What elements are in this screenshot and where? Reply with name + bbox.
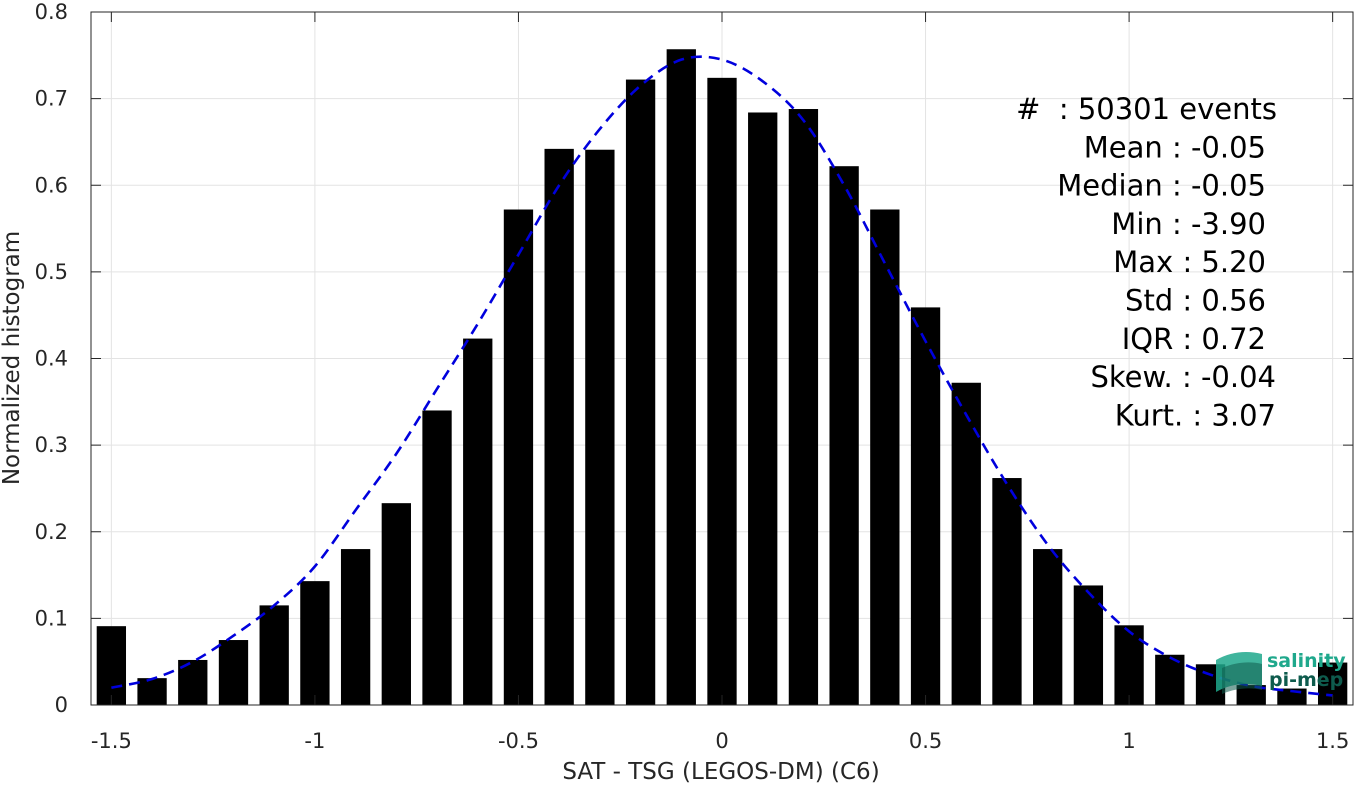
y-tick-label: 0.6 bbox=[35, 173, 68, 197]
y-tick-label: 0.5 bbox=[35, 260, 68, 284]
x-axis-label: SAT - TSG (LEGOS-DM) (C6) bbox=[562, 759, 879, 785]
histogram-bar bbox=[870, 209, 900, 705]
histogram-bar bbox=[951, 382, 981, 705]
histogram-bar bbox=[340, 549, 371, 705]
histogram-bar bbox=[1114, 625, 1144, 705]
histogram-bar bbox=[96, 626, 127, 705]
stat-line: Min : -3.90 bbox=[1111, 207, 1266, 241]
x-tick-label: -0.5 bbox=[498, 729, 539, 753]
stat-line: Std : 0.56 bbox=[1125, 284, 1266, 318]
histogram-bars bbox=[96, 49, 1348, 706]
y-tick-label: 0.4 bbox=[35, 347, 68, 371]
x-tick-label: 0 bbox=[715, 729, 728, 753]
histogram-bar bbox=[829, 166, 859, 705]
y-tick-label: 0 bbox=[55, 693, 68, 717]
histogram-bar bbox=[992, 478, 1022, 705]
histogram-bar bbox=[707, 77, 737, 705]
x-tick-label: -1 bbox=[304, 729, 325, 753]
y-tick-label: 0.3 bbox=[35, 433, 68, 457]
histogram-bar bbox=[625, 79, 656, 705]
stat-line: Kurt. : 3.07 bbox=[1115, 398, 1276, 432]
stat-line: Mean : -0.05 bbox=[1084, 130, 1266, 164]
y-tick-labels: 0 0.1 0.2 0.3 0.4 0.5 0.6 0.7 0.8 bbox=[35, 0, 68, 717]
stat-line: Max : 5.20 bbox=[1113, 245, 1266, 279]
histogram-bar bbox=[218, 640, 249, 705]
histogram-bar bbox=[544, 148, 574, 705]
histogram-bar bbox=[422, 410, 452, 705]
x-tick-label: 1.5 bbox=[1316, 729, 1349, 753]
y-tick-label: 0.7 bbox=[35, 87, 68, 111]
logo-wave-shape bbox=[1222, 662, 1262, 694]
axis-ticks bbox=[91, 11, 1353, 706]
histogram-bar bbox=[1155, 654, 1185, 705]
histogram-bar bbox=[1236, 685, 1266, 705]
histogram-bar bbox=[788, 109, 819, 705]
histogram-bar bbox=[503, 209, 534, 705]
histogram-bar bbox=[300, 581, 330, 705]
x-tick-label: -1.5 bbox=[91, 729, 132, 753]
stat-line: # : 50301 events bbox=[1016, 92, 1277, 126]
histogram-bar bbox=[910, 307, 941, 705]
stat-line: Skew. : -0.04 bbox=[1090, 360, 1276, 394]
logo-text-pi-mep: pi-mep bbox=[1269, 669, 1343, 691]
histogram-bar bbox=[259, 605, 289, 705]
histogram-bar bbox=[748, 112, 778, 706]
histogram-bar bbox=[1073, 585, 1104, 705]
y-axis-label: Normalized histogram bbox=[0, 231, 25, 485]
histogram-bar bbox=[137, 678, 167, 705]
histogram-bar bbox=[1033, 549, 1063, 705]
stat-line: Median : -0.05 bbox=[1057, 169, 1266, 203]
gaussian-fit-line bbox=[111, 55, 1333, 697]
salinity-pi-mep-logo: salinity pi-mep bbox=[1216, 650, 1346, 694]
histogram-bar bbox=[463, 338, 493, 705]
stat-line: IQR : 0.72 bbox=[1122, 322, 1266, 356]
logo-text-salinity: salinity bbox=[1267, 650, 1346, 672]
histogram-bar bbox=[585, 149, 615, 705]
x-tick-labels: -1.5 -1 -0.5 0 0.5 1 1.5 bbox=[91, 729, 1349, 753]
y-tick-label: 0.8 bbox=[35, 0, 68, 24]
y-tick-label: 0.2 bbox=[35, 520, 68, 544]
x-tick-label: 0.5 bbox=[909, 729, 942, 753]
histogram-bar bbox=[381, 503, 411, 705]
statistics-annotation: # : 50301 events Mean : -0.05 Median : -0.… bbox=[1016, 92, 1277, 432]
histogram-bar bbox=[666, 49, 696, 705]
y-tick-label: 0.1 bbox=[35, 606, 68, 630]
x-tick-label: 1 bbox=[1122, 729, 1135, 753]
